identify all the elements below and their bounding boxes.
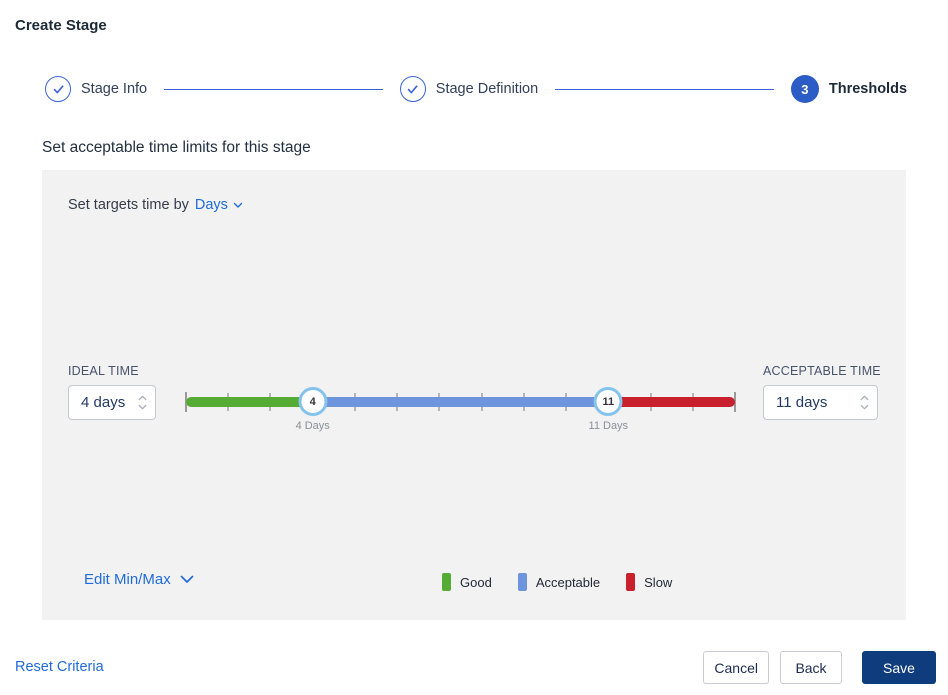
ideal-handle-label: 4 Days (295, 420, 330, 432)
page-title: Create Stage (15, 17, 107, 34)
slider-track[interactable] (186, 397, 735, 407)
acceptable-swatch (517, 573, 527, 591)
check-icon (53, 84, 63, 93)
step-complete-circle (399, 76, 426, 102)
stepper-connector (164, 88, 383, 90)
step-label: Stage Info (81, 81, 148, 97)
stepper: Stage Info Stage Definition 3 Thresholds (45, 75, 907, 103)
chevron-down-icon (180, 575, 194, 583)
legend-item: Good (442, 573, 492, 591)
legend-item: Slow (626, 573, 672, 591)
legend-item: Acceptable (517, 573, 601, 591)
section-heading: Set acceptable time limits for this stag… (42, 139, 311, 156)
step-stage-definition[interactable]: Stage Definition (399, 76, 539, 102)
step-thresholds[interactable]: 3 Thresholds (790, 75, 908, 103)
slider-segment-slow (608, 397, 735, 407)
step-label: Thresholds (828, 81, 908, 97)
slider-segment-good (186, 397, 313, 407)
acceptable-handle-label: 11 Days (588, 420, 629, 432)
ideal-handle[interactable]: 4 (298, 387, 328, 416)
footer-buttons: Cancel Back Save (703, 651, 936, 684)
slow-swatch (626, 573, 636, 591)
step-complete-circle (45, 76, 71, 102)
back-button[interactable]: Back (780, 651, 842, 684)
chevron-up-icon[interactable] (860, 395, 869, 401)
thresholds-panel: Set targets time by Days IDEAL TIME 4 da… (42, 170, 906, 620)
chevron-down-icon[interactable] (138, 404, 147, 410)
reset-criteria-link[interactable]: Reset Criteria (15, 659, 104, 675)
good-swatch (442, 573, 451, 591)
legend-label: Acceptable (535, 574, 601, 590)
edit-minmax-toggle[interactable]: Edit Min/Max (84, 571, 194, 588)
unit-dropdown[interactable]: Days (195, 197, 243, 213)
acceptable-handle[interactable]: 11 (593, 387, 623, 416)
check-icon (407, 84, 418, 93)
edit-minmax-label: Edit Min/Max (84, 571, 171, 588)
step-label: Stage Definition (435, 81, 539, 97)
legend-label: Good (460, 574, 492, 590)
chevron-down-icon[interactable] (860, 404, 869, 410)
unit-dropdown-value: Days (194, 197, 228, 213)
legend: Good Acceptable Slow (442, 573, 672, 591)
legend-label: Slow (644, 574, 673, 590)
chevron-down-icon (233, 202, 243, 208)
ideal-time-spinners (138, 395, 147, 410)
acceptable-time-value: 11 days (776, 394, 828, 411)
slider-tick (734, 392, 736, 412)
slider-segment-acceptable (312, 397, 609, 407)
target-time-row: Set targets time by Days (68, 197, 243, 213)
acceptable-time-input[interactable]: 11 days (763, 385, 878, 420)
stepper-connector (555, 88, 774, 90)
target-time-label: Set targets time by (68, 197, 189, 213)
ideal-time-label: IDEAL TIME (68, 364, 139, 378)
ideal-time-input[interactable]: 4 days (68, 385, 156, 420)
acceptable-time-label: ACCEPTABLE TIME (763, 364, 881, 378)
step-number-circle: 3 (790, 75, 819, 103)
step-stage-info[interactable]: Stage Info (45, 76, 147, 102)
acceptable-time-spinners (860, 395, 869, 410)
cancel-button[interactable]: Cancel (703, 651, 769, 684)
ideal-time-value: 4 days (81, 394, 126, 411)
save-button[interactable]: Save (862, 651, 936, 684)
chevron-up-icon[interactable] (138, 395, 147, 401)
time-slider: 4 11 4 Days 11 Days (185, 387, 736, 447)
